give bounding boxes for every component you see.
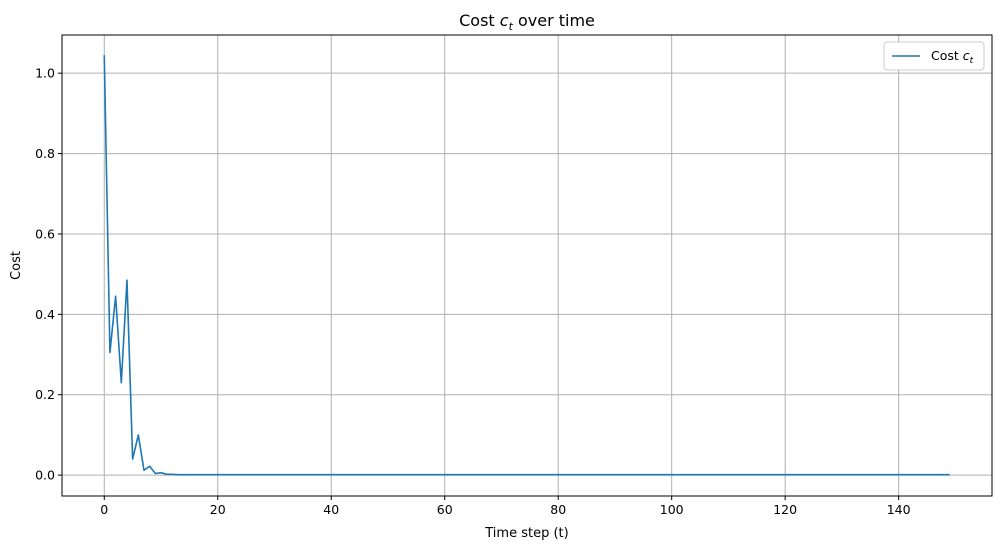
legend-box	[883, 41, 985, 71]
chart-title: Cost ct over time	[459, 11, 595, 33]
chart-title-subscript: t	[509, 20, 514, 33]
x-tick-label: 40	[323, 502, 339, 517]
y-axis-label: Cost	[9, 251, 24, 280]
y-tick-label: 0.6	[35, 226, 55, 241]
plot-area-frame	[61, 34, 993, 497]
x-tick-label: 0	[100, 502, 108, 517]
legend: Cost ct	[883, 41, 985, 71]
chart-title-symbol: c	[500, 11, 509, 30]
y-tick-label: 0.4	[35, 307, 55, 322]
legend-label-cost: Cost ct	[931, 48, 974, 66]
x-tick-label: 120	[773, 502, 797, 517]
x-tick-label: 60	[437, 502, 453, 517]
x-tick-label: 80	[550, 502, 566, 517]
y-tick-label: 0.0	[35, 468, 55, 483]
y-tick-label: 1.0	[35, 66, 55, 81]
x-tick-label: 20	[210, 502, 226, 517]
legend-label-prefix: Cost	[931, 48, 963, 63]
axis-ticks: 0 20 40 60 80 100 120 140 0.0 0.2 0.4 0.6 0.8 1.0	[35, 66, 911, 517]
x-tick-label: 100	[660, 502, 684, 517]
legend-label-symbol: c	[963, 48, 970, 63]
x-axis-label: Time step (t)	[484, 526, 568, 541]
y-tick-label: 0.2	[35, 387, 55, 402]
y-tick-label: 0.8	[35, 146, 55, 161]
cost-series-line	[103, 55, 950, 476]
grid-lines	[62, 35, 992, 496]
x-tick-label: 140	[887, 502, 911, 517]
chart-title-suffix: over time	[513, 11, 595, 30]
chart-title-prefix: Cost	[459, 11, 500, 30]
legend-label-subscript: t	[970, 56, 974, 66]
